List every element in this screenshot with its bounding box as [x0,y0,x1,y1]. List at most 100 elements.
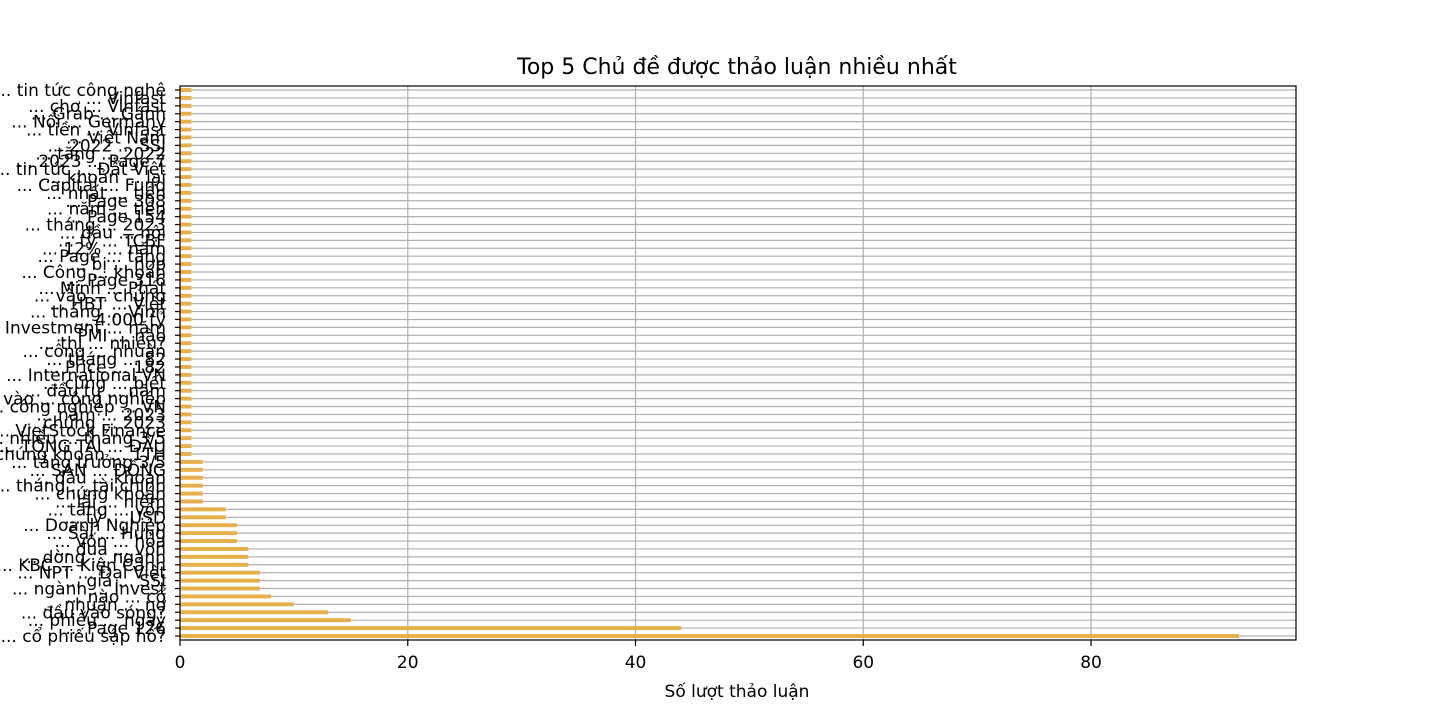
y-category-label: ... NPT ... Đại Việt [17,564,166,584]
bar [180,626,682,631]
bar [180,293,192,298]
grid-layer [179,86,1296,640]
y-category-label: ... KBC ... Kiên Cảnh [0,556,166,576]
y-category-label: ... phiếu ... ngày [28,610,166,631]
bar [180,301,192,306]
y-category-label: ... lãi ... hiểm [55,491,166,512]
y-category-label: ... Page ... tăng [38,247,166,267]
bar [180,539,237,544]
y-category-label: ... chợ ... Vinfast [28,97,166,117]
y-category-label: ... cổ phiếu sập hố? [1,626,166,647]
bar [180,277,192,282]
bar [180,546,249,551]
y-category-label: ... HBT ... Việt [49,295,166,315]
bar [180,349,192,354]
y-category-label: ... tháng ... 82 [46,350,166,370]
y-category-label: ... Minh ... Phát [38,279,166,299]
bar [180,182,192,187]
bar [180,151,192,156]
bar [180,127,192,132]
bar [180,483,203,488]
bar [180,364,192,369]
x-tick-label: 20 [397,653,419,673]
y-category-label: ... thị ... nhiều? [39,333,166,354]
bar [180,531,237,536]
chart-title: Top 5 Chủ đề được thảo luận nhiều nhất [516,55,957,80]
bar [180,143,192,148]
y-category-label: ... tin tức công nghệ [0,81,166,101]
bar [180,285,192,290]
y-category-label: ... 4.000 tỷ [74,310,166,330]
y-category-label: ... vào ... chứng [34,287,166,307]
bar [180,167,192,172]
y-category-label: ... PMI ... nào [56,326,166,346]
bar [180,325,192,330]
y-category-label: ... 2022 ... SSI [48,136,167,156]
bar [180,602,294,607]
y-category-label: ... Page 308 [65,192,166,212]
y-category-label: ... tăng ... vốn [47,499,166,520]
y-category-label: ... vào ... công nghiệp [0,390,166,410]
x-tick-label: 60 [852,653,874,673]
y-category-label: ... tiền ... Vinfast [26,120,166,141]
y-category-label: ... Page 316 [65,271,166,291]
y-category-label: ... chứng khoán [34,485,166,505]
bar [180,198,192,203]
plot-frame [179,85,1297,641]
bar [180,562,249,567]
y-category-label: ... 12% ... năm [42,239,166,259]
y-category-label: ... nhất ... tiền [46,183,166,204]
y-category-label: ... Sài ... Hưng [46,524,166,544]
y-category-label: ... đầu vào sóng? [21,602,166,623]
y-category-label: ... tháng ... tài chính [0,477,166,497]
y-category-label: ... Công ... khoán [21,263,166,283]
bar [180,594,272,599]
y-category-label: ... tháng ... Vĩnh [30,303,166,323]
x-tick-label: 0 [175,653,186,673]
bar [180,634,1240,638]
bar [180,467,203,472]
bar [180,475,203,480]
x-tick-label: 40 [625,653,647,673]
bar [180,254,192,259]
x-tick-label: 80 [1080,653,1102,673]
y-category-label: ... đầu ... nội [59,222,166,243]
y-category-label: ... Doanh Nghiệp [23,516,166,536]
bar [180,95,192,100]
bar [180,222,192,227]
bar [180,499,203,504]
bar [180,444,192,449]
bar [180,246,192,251]
bar [180,309,192,314]
y-category-label: ... SAN ... ĐỒNG [29,457,166,481]
y-category-label: ... đầu ... khoán [33,468,166,489]
bar [180,206,192,211]
bar [180,262,192,267]
y-category-label: ... VietStock Finance [0,421,166,441]
bar [180,428,192,433]
y-category-label: ... Nổi ... Germany [11,112,166,133]
y-category-label: ... vốn ... hóa [55,531,166,552]
bar [180,396,192,401]
y-category-label: ... tin tức ... Đất Việt [0,159,166,180]
bar [180,436,192,441]
bar [180,333,192,338]
y-category-label: ... 2023 ... Page 7 [17,152,166,172]
bar [180,459,203,464]
bar [180,404,192,409]
bar [180,270,192,274]
y-category-label: ... tỷ ... TCBF [58,231,166,251]
bar [180,159,192,164]
bar [180,452,192,456]
y-category-label: ... tăng trưởng 3/5 [11,453,166,473]
bar [180,380,192,385]
bar [180,214,192,219]
y-category-label: ... đua ... vốn [54,539,166,560]
y-category-label: ... tháng ... 2023 [25,216,166,236]
bar [180,119,192,124]
y-category-label: ... Grab ... Gánh [31,105,166,125]
y-category-label: ... TÔNG TÀI ... ĐẦU [0,433,166,457]
bar [180,388,192,393]
bar [180,554,249,559]
y-category-label: ... ngành ... Invest [12,580,166,600]
